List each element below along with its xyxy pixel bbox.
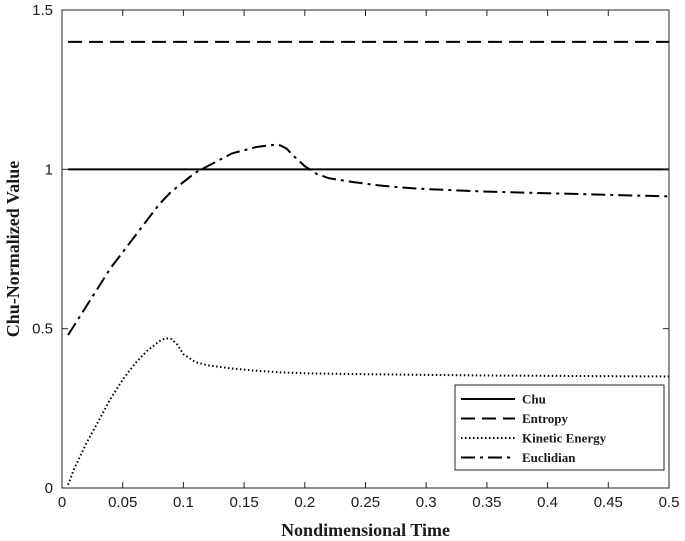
x-axis-label: Nondimensional Time bbox=[281, 520, 450, 540]
series-layer bbox=[67, 40, 670, 486]
x-tick-label: 0.15 bbox=[229, 494, 258, 511]
legend-label-chu: Chu bbox=[522, 392, 546, 407]
y-tick-label: 0 bbox=[45, 480, 53, 497]
x-tick-label: 0.3 bbox=[416, 494, 437, 511]
x-tick-label: 0.2 bbox=[294, 494, 315, 511]
x-tick-label: 0 bbox=[58, 494, 66, 511]
y-tick-label: 0.5 bbox=[32, 321, 53, 338]
x-tick-label: 0.5 bbox=[659, 494, 680, 511]
x-tick-label: 0.35 bbox=[472, 494, 501, 511]
x-tick-label: 0.25 bbox=[351, 494, 380, 511]
y-tick-label: 1 bbox=[45, 161, 53, 178]
x-tick-label: 0.05 bbox=[108, 494, 137, 511]
series-line-euclidian bbox=[67, 143, 670, 336]
y-axis-label: Chu-Normalized Value bbox=[3, 161, 23, 338]
y-tick-label: 1.5 bbox=[32, 2, 53, 19]
legend-label-euclidian: Euclidian bbox=[522, 450, 576, 465]
x-tick-label: 0.1 bbox=[173, 494, 194, 511]
series-line-kinetic-energy bbox=[67, 337, 670, 486]
legend-label-kinetic-energy: Kinetic Energy bbox=[522, 431, 607, 446]
legend-label-entropy: Entropy bbox=[522, 411, 568, 426]
x-tick-label: 0.4 bbox=[537, 494, 558, 511]
legend: Chu Entropy Kinetic Energy Euclidian bbox=[454, 384, 665, 471]
x-tick-label: 0.45 bbox=[594, 494, 623, 511]
tick-layer: 0 0.05 0.1 0.15 0.2 0.25 0.3 0.35 0.4 0.45 0.5 0 0.5… bbox=[32, 2, 679, 511]
